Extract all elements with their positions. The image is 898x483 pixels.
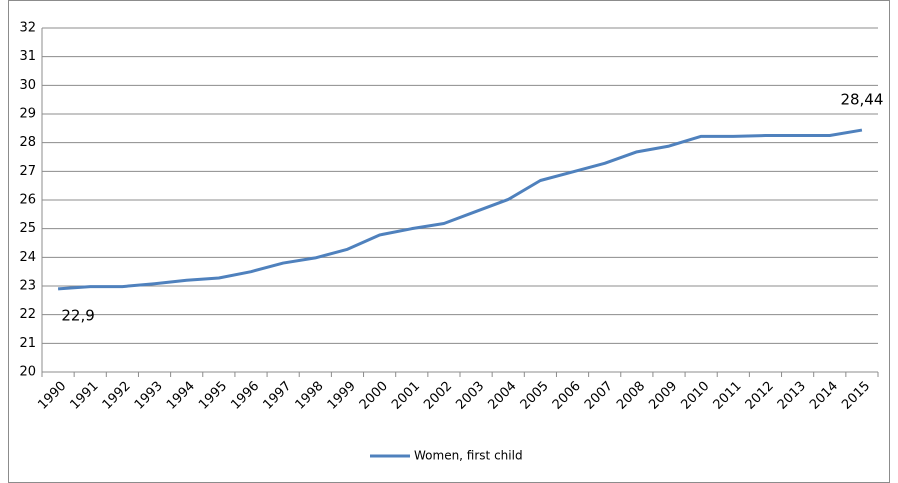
y-tick-label: 28 — [19, 135, 36, 150]
legend-label: Women, first child — [414, 449, 523, 463]
data-line — [57, 128, 863, 291]
y-tick-label: 23 — [19, 279, 36, 294]
y-tick-label: 27 — [19, 164, 36, 179]
data-label: 28,44 — [840, 91, 883, 109]
data-label: 22,9 — [61, 306, 94, 324]
y-tick-label: 26 — [19, 193, 36, 208]
y-tick-label: 31 — [19, 49, 36, 64]
y-tick-label: 21 — [19, 336, 36, 351]
chart-border — [8, 0, 890, 483]
y-tick-label: 29 — [19, 107, 36, 122]
y-tick-label: 25 — [19, 221, 36, 236]
y-tick-label: 32 — [19, 21, 36, 36]
y-tick-label: 30 — [19, 78, 36, 93]
y-tick-label: 24 — [19, 250, 36, 265]
y-tick-label: 22 — [19, 307, 36, 322]
y-tick-label: 20 — [19, 365, 36, 380]
